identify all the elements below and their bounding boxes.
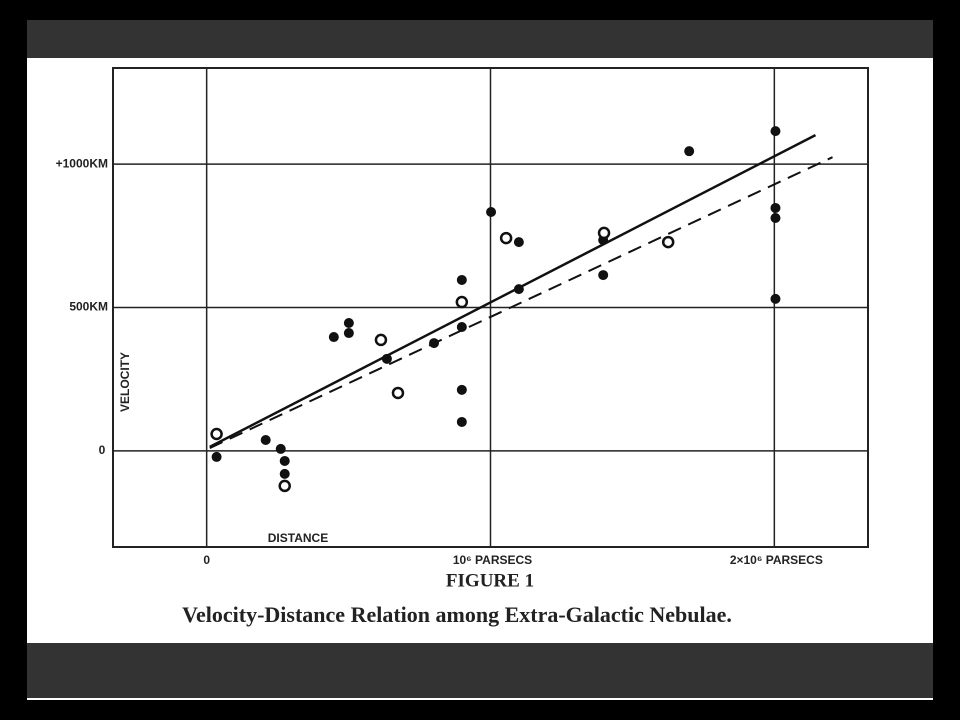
open-point xyxy=(597,226,611,240)
open-point xyxy=(661,235,675,249)
bottom-band xyxy=(27,643,933,698)
y-tick-label: 0 xyxy=(99,443,106,457)
filled-point xyxy=(684,146,695,157)
y-tick-label: 500KM xyxy=(69,300,108,314)
x-tick-label: 2×10⁶ PARSECS xyxy=(730,553,823,567)
open-point xyxy=(499,231,513,245)
filled-point xyxy=(513,237,524,248)
chart-title: FIGURE 1 xyxy=(446,570,534,591)
x-tick-label: 10⁶ PARSECS xyxy=(453,553,532,567)
slide xyxy=(27,20,933,700)
filled-point xyxy=(770,202,781,213)
open-point xyxy=(278,479,291,493)
y-tick-label: +1000KM xyxy=(56,156,108,170)
open-point xyxy=(455,295,469,309)
open-point xyxy=(374,333,388,347)
filled-point xyxy=(486,206,497,217)
filled-point xyxy=(598,270,609,281)
filled-point xyxy=(343,328,354,339)
filled-point xyxy=(770,126,781,137)
fit-line xyxy=(209,156,833,449)
filled-point xyxy=(456,274,467,285)
open-point xyxy=(391,386,405,400)
filled-point xyxy=(456,416,467,427)
filled-point xyxy=(770,213,781,224)
x-tick-label: 0 xyxy=(203,553,210,567)
filled-point xyxy=(279,455,290,466)
y-axis-label: VELOCITY xyxy=(118,352,132,412)
filled-point xyxy=(260,435,271,446)
filled-point xyxy=(343,317,354,328)
filled-point xyxy=(275,443,286,454)
chart-subtitle: Velocity-Distance Relation among Extra-G… xyxy=(182,602,732,627)
top-band xyxy=(27,20,933,58)
fit-line xyxy=(209,134,817,449)
filled-point xyxy=(770,293,781,304)
filled-point xyxy=(328,332,339,343)
filled-point xyxy=(279,468,290,479)
x-axis-label: DISTANCE xyxy=(268,531,328,545)
filled-point xyxy=(211,451,222,462)
filled-point xyxy=(456,384,467,395)
open-point xyxy=(210,427,223,441)
filled-point xyxy=(456,322,467,333)
